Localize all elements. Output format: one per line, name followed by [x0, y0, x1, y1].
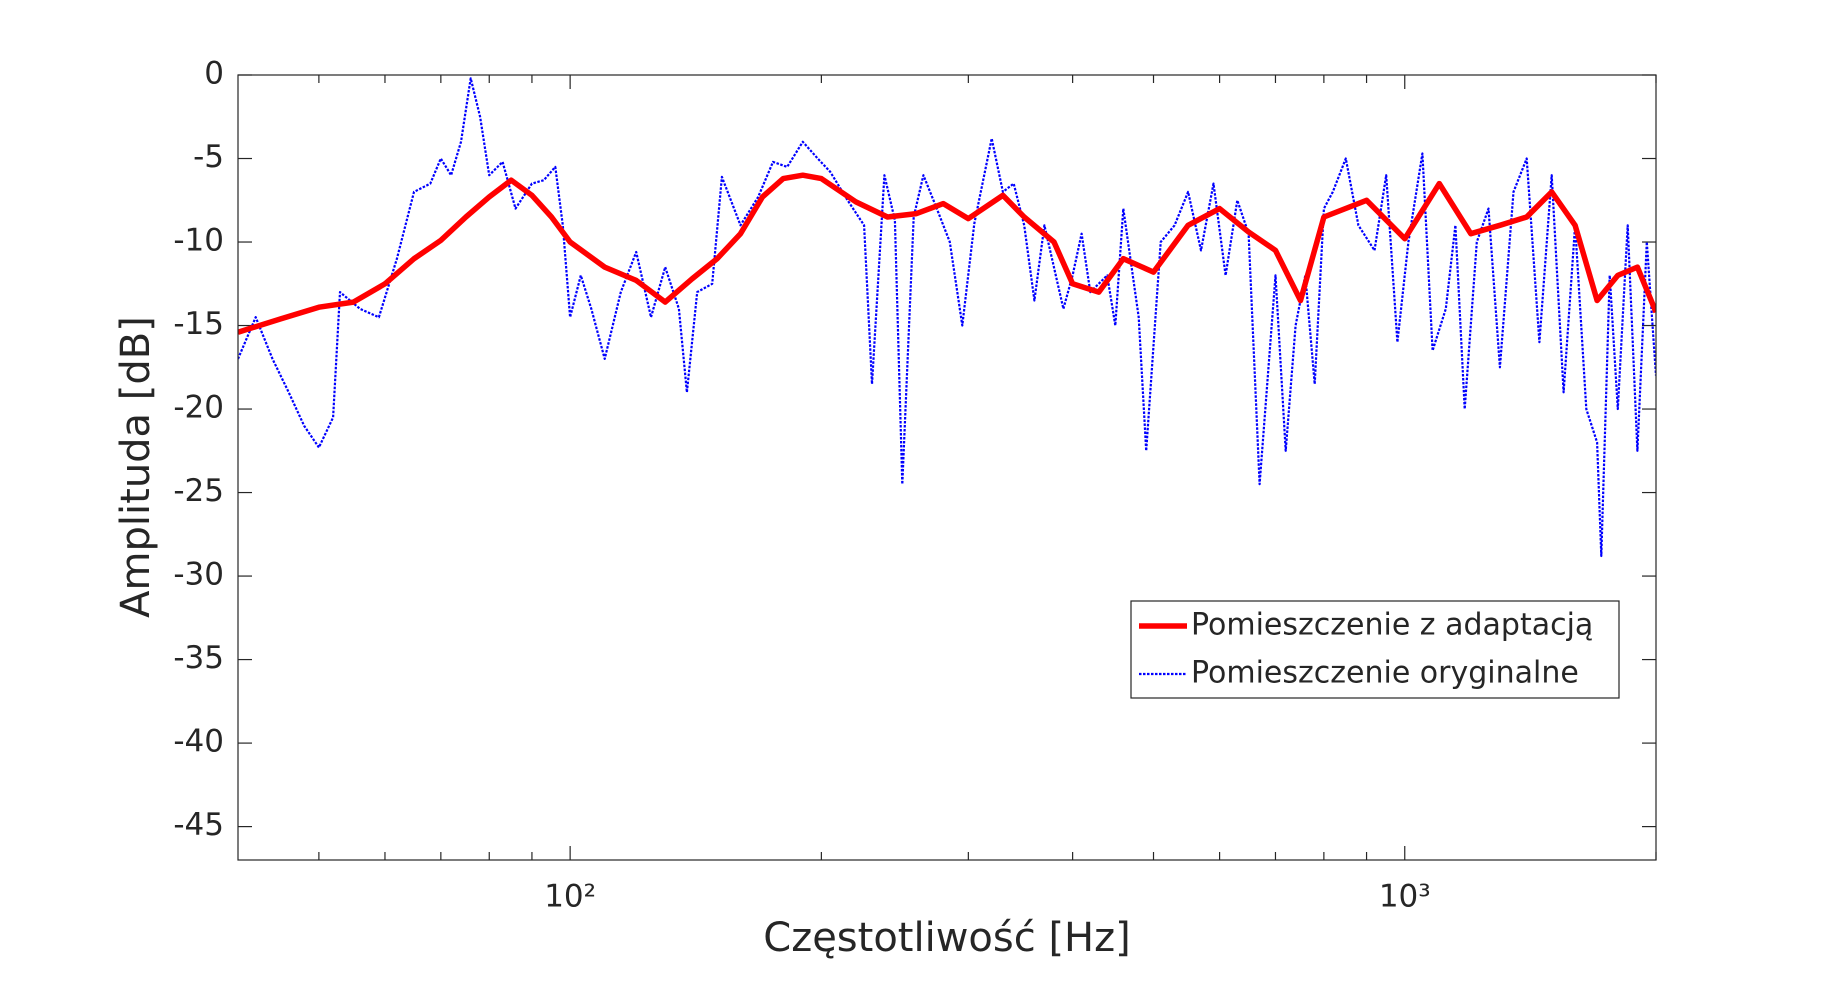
- y-tick-label: -25: [173, 473, 224, 509]
- axes-box: [237, 74, 1657, 861]
- series-line: [238, 172, 1656, 335]
- legend-label: Pomieszczenie z adaptacją: [1191, 608, 1593, 643]
- x-tick-label: 10³: [1379, 879, 1431, 915]
- y-tick-label: -15: [173, 306, 224, 342]
- y-tick-label: -30: [173, 557, 224, 593]
- series-line: [238, 77, 1656, 558]
- y-tick-label: -45: [173, 807, 224, 843]
- x-axis-label: Częstotliwość [Hz]: [763, 915, 1130, 961]
- y-tick-label: -35: [173, 640, 224, 676]
- y-tick-label: 0: [204, 56, 224, 92]
- y-axis-label: Amplituda [dB]: [113, 316, 159, 618]
- legend-label: Pomieszczenie oryginalne: [1191, 656, 1579, 691]
- x-tick-label: 10²: [544, 879, 596, 915]
- y-tick-label: -5: [193, 139, 224, 175]
- legend-box: [1130, 600, 1620, 699]
- y-tick-label: -20: [173, 390, 224, 426]
- y-tick-label: -40: [173, 724, 224, 760]
- y-tick-label: -10: [173, 223, 224, 259]
